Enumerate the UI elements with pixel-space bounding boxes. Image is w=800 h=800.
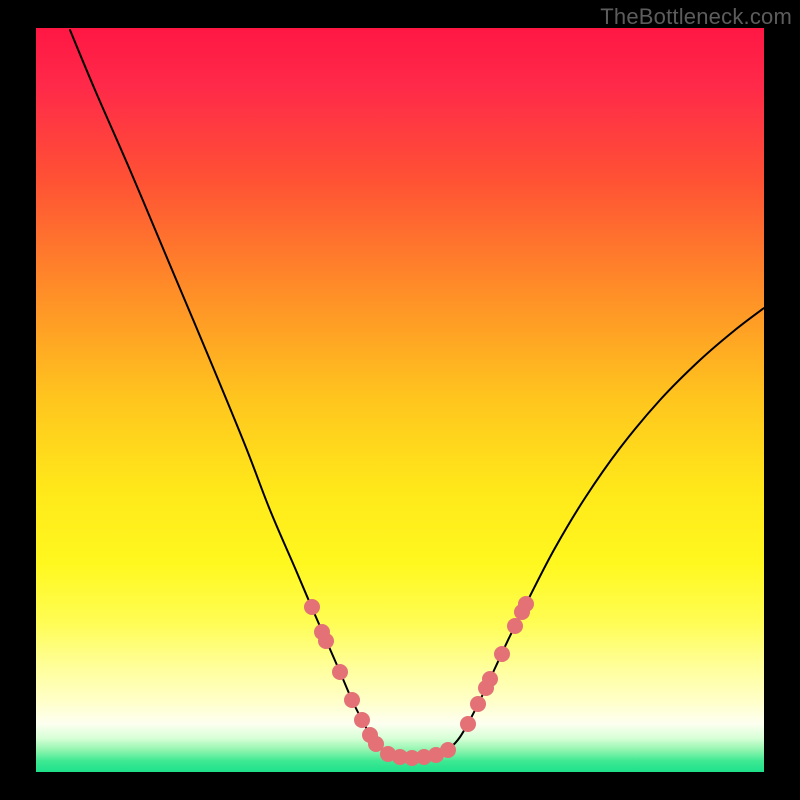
data-marker — [304, 599, 320, 615]
watermark-text: TheBottleneck.com — [600, 4, 792, 30]
bottleneck-curve-plot — [0, 0, 800, 800]
data-marker — [494, 646, 510, 662]
data-marker — [318, 633, 334, 649]
data-marker — [482, 671, 498, 687]
canvas: TheBottleneck.com — [0, 0, 800, 800]
data-marker — [354, 712, 370, 728]
data-marker — [460, 716, 476, 732]
data-marker — [507, 618, 523, 634]
data-marker — [518, 596, 534, 612]
data-marker — [344, 692, 360, 708]
data-marker — [332, 664, 348, 680]
data-marker — [440, 742, 456, 758]
data-marker — [470, 696, 486, 712]
gradient-plot-area — [36, 28, 764, 772]
